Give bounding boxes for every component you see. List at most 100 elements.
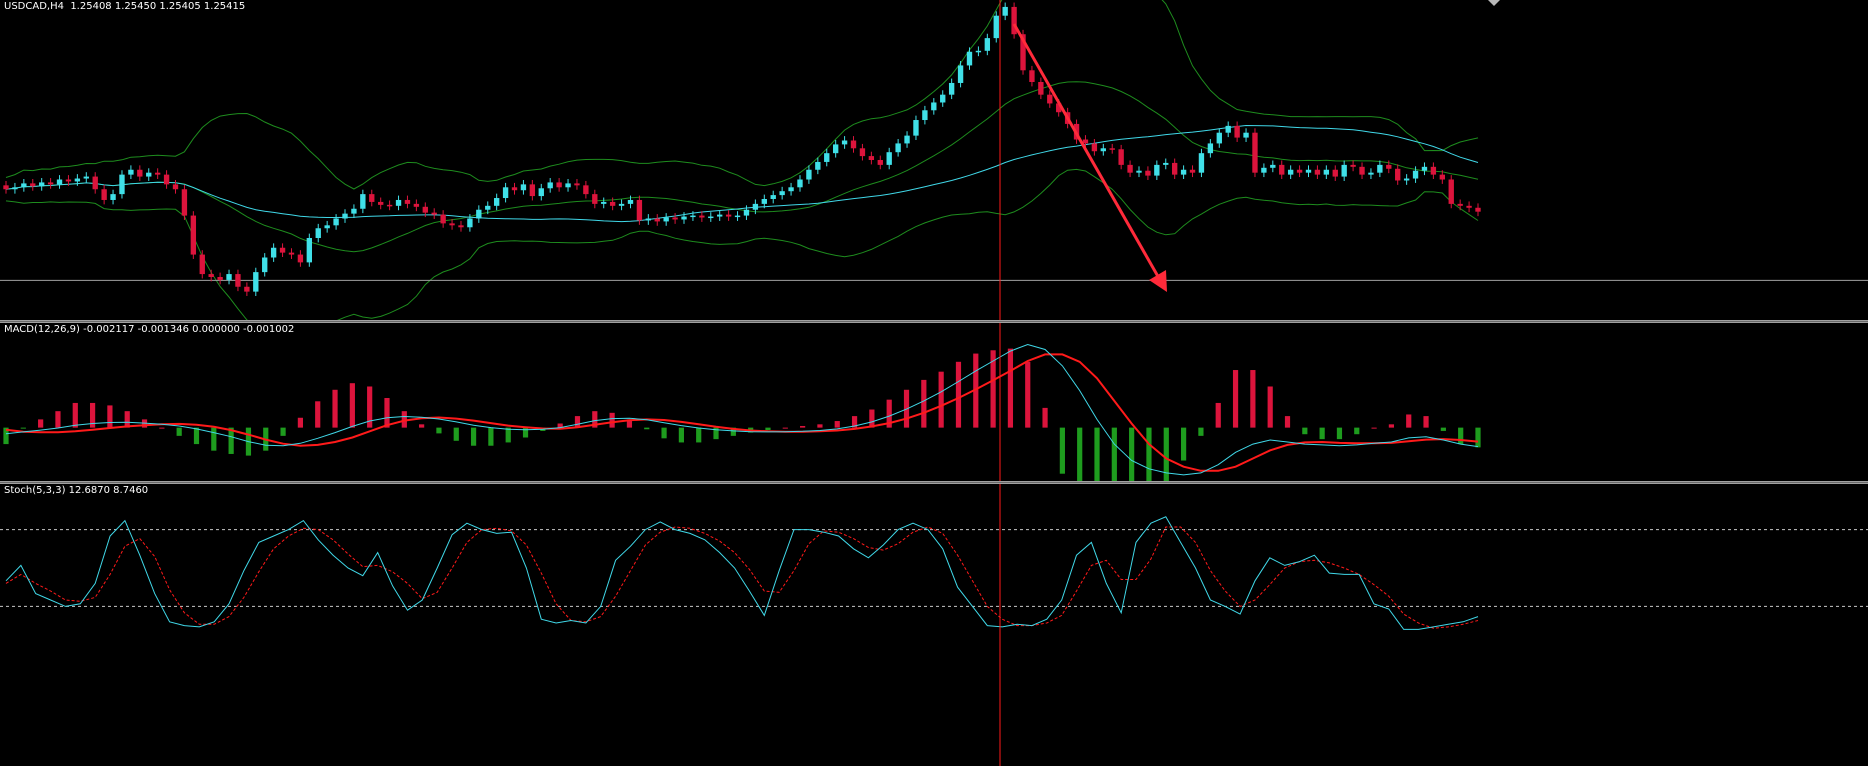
macd-histogram-bar (661, 427, 667, 439)
candle-body (1180, 169, 1187, 175)
candle (529, 179, 536, 201)
stochastic-svg[interactable] (0, 484, 1868, 766)
macd-histogram-bar (574, 416, 581, 428)
candle-body (1029, 70, 1035, 82)
candle (404, 195, 411, 209)
candle (1448, 175, 1454, 209)
candle (1296, 165, 1303, 178)
candle (1154, 160, 1160, 180)
macd-histogram-bar (107, 405, 113, 428)
candle (1439, 170, 1445, 184)
candle-body (895, 143, 901, 153)
macd-histogram-bar (1111, 427, 1117, 481)
candle (1412, 166, 1419, 183)
macd-histogram-bar (1146, 427, 1152, 481)
candle (895, 139, 901, 157)
candle (770, 190, 776, 204)
candle (1198, 148, 1205, 178)
candle-body (734, 215, 741, 218)
candle (850, 136, 857, 153)
candle-body (235, 274, 241, 287)
candle-body (378, 201, 384, 205)
candle-body (1332, 169, 1338, 177)
candle-body (583, 185, 589, 195)
annotation-arrow-head (1149, 270, 1167, 292)
pane-separator-1[interactable] (0, 320, 1868, 323)
candle-body (1368, 172, 1374, 175)
candle (137, 165, 143, 181)
candle-body (1198, 153, 1205, 173)
candle (1100, 143, 1106, 156)
candle (369, 189, 375, 207)
macd-histogram-bar (678, 427, 684, 443)
candle-body (1172, 162, 1178, 175)
candle (1172, 158, 1178, 180)
candle (583, 180, 589, 199)
macd-histogram-bar (851, 416, 858, 428)
candle-body (422, 206, 428, 213)
macd-histogram-bar (315, 401, 321, 428)
macd-histogram-bar (1250, 370, 1256, 428)
candle (306, 233, 312, 267)
macd-histogram-bar (159, 427, 165, 429)
candle-body (788, 187, 794, 192)
candle-body (1279, 164, 1285, 175)
candle (1421, 162, 1428, 176)
candle (1189, 165, 1196, 178)
price-chart-pane[interactable]: USDCAD,H4 1.25408 1.25450 1.25405 1.2541… (0, 0, 1868, 320)
candle-body (1323, 169, 1330, 175)
candle (128, 165, 134, 180)
candle (931, 98, 937, 115)
candle-body (859, 148, 866, 157)
candle-body (1412, 170, 1419, 179)
candle-body (761, 199, 767, 204)
candle-body (618, 203, 625, 206)
stochastic-pane[interactable]: Stoch(5,3,3) 12.6870 8.7460 (0, 484, 1868, 766)
candle (110, 189, 116, 205)
candle (1091, 139, 1098, 156)
candle-body (404, 199, 411, 204)
candle (476, 205, 482, 223)
candle-body (850, 140, 857, 149)
candle (788, 182, 794, 196)
candle-body (663, 217, 669, 222)
macd-histogram-bar (834, 421, 840, 428)
candle (146, 168, 152, 181)
candle-body (966, 51, 973, 66)
candle (279, 243, 286, 258)
candle (574, 179, 580, 190)
candle-body (725, 214, 732, 217)
candle (672, 213, 678, 224)
macd-histogram-bar (955, 361, 962, 428)
candle (74, 174, 81, 186)
candle (431, 208, 437, 219)
candle (904, 131, 910, 148)
macd-histogram-bar (1129, 427, 1135, 481)
candle-body (1457, 203, 1463, 206)
candle (984, 33, 991, 56)
candle (199, 250, 205, 279)
candle-body (1216, 132, 1222, 144)
price-chart-svg[interactable] (0, 0, 1868, 320)
macd-signal-line (5, 353, 1479, 472)
candle-body (83, 176, 89, 179)
candle-body (440, 214, 446, 224)
macd-histogram-bar (973, 353, 979, 428)
macd-histogram-bar (1284, 416, 1291, 428)
candle-body (119, 174, 125, 195)
macd-histogram-bar (886, 399, 892, 428)
candle-body (1100, 148, 1106, 152)
candle (609, 197, 616, 211)
candle (841, 136, 848, 149)
candle-body (208, 274, 214, 277)
candle-body (806, 169, 812, 180)
candle-body (1430, 166, 1437, 175)
macd-pane[interactable]: MACD(12,26,9) -0.002117 -0.001346 0.0000… (0, 323, 1868, 481)
candle (1145, 166, 1151, 180)
candle (30, 179, 36, 191)
candle-body (556, 182, 562, 188)
candle-body (984, 38, 991, 51)
macd-svg[interactable] (0, 323, 1868, 481)
pane-separator-2[interactable] (0, 481, 1868, 484)
candle-body (743, 209, 750, 216)
